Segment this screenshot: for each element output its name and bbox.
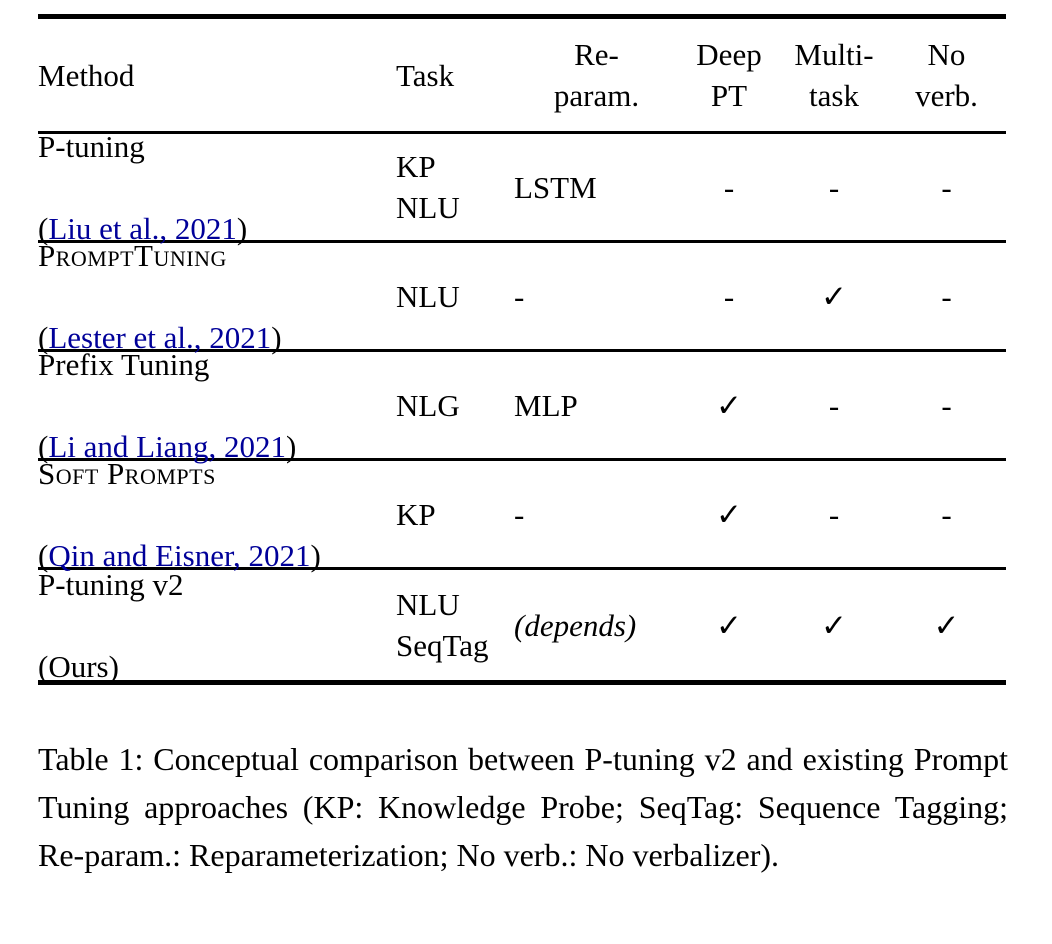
method-name: Soft Prompts — [38, 455, 216, 491]
reparam-cell: MLP — [514, 387, 578, 423]
citation-paren: ( — [38, 210, 49, 246]
table-rule — [38, 458, 1006, 461]
deep-pt-cell: ✓ — [716, 496, 742, 532]
no-verb-cell: ✓ — [933, 607, 960, 643]
table-rule — [38, 131, 1006, 134]
citation-paren: ) — [285, 428, 297, 464]
no-verb-cell: - — [941, 169, 952, 205]
method-citation: (Li and Liang, 2021) — [38, 426, 396, 467]
table-bottom-rule — [38, 680, 1006, 685]
method-citation: (Lester et al., 2021) — [38, 317, 396, 358]
ours-label: (Ours) — [38, 648, 119, 684]
task-cell: KP — [396, 496, 436, 532]
reparam-cell: - — [514, 278, 525, 314]
citation-paren: ( — [38, 428, 49, 464]
method-name: P-tuning — [38, 128, 145, 164]
deep-pt-cell: - — [723, 169, 735, 205]
task-cell: KP NLU — [396, 149, 460, 225]
col-header-task: Task — [396, 57, 455, 93]
table-rule — [38, 567, 1006, 570]
no-verb-cell: - — [941, 278, 952, 314]
col-header-method: Method — [38, 57, 135, 93]
table-row: Prefix Tuning (Li and Liang, 2021) NLG M… — [38, 347, 1006, 464]
citation-link[interactable]: Lester et al., 2021 — [48, 319, 272, 355]
table-top-rule — [38, 14, 1006, 19]
reparam-cell: - — [514, 496, 525, 532]
citation-paren: ( — [38, 537, 49, 573]
col-header-no-verb: No verb. — [915, 37, 978, 113]
no-verb-cell: - — [941, 496, 952, 532]
task-cell: NLU SeqTag — [396, 587, 489, 663]
no-verb-cell: - — [941, 387, 952, 423]
col-header-deep-pt: Deep PT — [696, 37, 762, 113]
table-caption: Table 1: Conceptual comparison between P… — [38, 741, 1008, 873]
citation-link[interactable]: Li and Liang, 2021 — [48, 428, 286, 464]
col-header-reparam: Re- param. — [553, 37, 640, 113]
citation-paren: ) — [271, 319, 282, 355]
task-cell: NLU — [396, 278, 460, 314]
deep-pt-cell: - — [723, 278, 735, 314]
multi-task-cell: ✓ — [821, 278, 847, 314]
table-header-row: Method Task Re- param. Deep PT Multi- ta… — [38, 19, 1006, 131]
method-citation: (Ours) — [38, 646, 396, 687]
reparam-cell: (depends) — [514, 607, 637, 643]
method-cell: P-tuning (Liu et al., 2021) — [38, 85, 396, 290]
method-citation: (Liu et al., 2021) — [38, 208, 396, 249]
reparam-cell: LSTM — [514, 169, 597, 205]
method-cell: PromptTuning (Lester et al., 2021) — [38, 194, 396, 399]
table-row: Soft Prompts (Qin and Eisner, 2021) KP -… — [38, 456, 1006, 573]
multi-task-cell: - — [828, 169, 840, 205]
deep-pt-cell: ✓ — [716, 607, 742, 643]
task-cell: NLG — [396, 387, 460, 423]
citation-paren: ) — [310, 537, 321, 573]
multi-task-cell: - — [828, 387, 840, 423]
deep-pt-cell: ✓ — [716, 387, 742, 423]
citation-paren: ) — [236, 210, 248, 246]
citation-link[interactable]: Qin and Eisner, 2021 — [48, 537, 311, 573]
citation-paren: ( — [38, 319, 49, 355]
table-row: P-tuning v2 (Ours) NLU SeqTag (depends) … — [38, 567, 1006, 684]
method-name: Prefix Tuning — [38, 346, 210, 382]
method-name: PromptTuning — [38, 237, 227, 273]
method-citation: (Qin and Eisner, 2021) — [38, 535, 396, 576]
table-row: P-tuning (Liu et al., 2021) KP NLU LSTM … — [38, 129, 1006, 246]
paper-figure-region: Method Task Re- param. Deep PT Multi- ta… — [38, 14, 1008, 873]
method-cell: Prefix Tuning (Li and Liang, 2021) — [38, 303, 396, 508]
method-name: P-tuning v2 — [38, 566, 184, 602]
table-rule — [38, 349, 1006, 352]
multi-task-cell: ✓ — [821, 607, 847, 643]
citation-link[interactable]: Liu et al., 2021 — [48, 210, 237, 246]
table-rule — [38, 240, 1006, 243]
method-cell: P-tuning v2 (Ours) — [38, 523, 396, 728]
comparison-table: Method Task Re- param. Deep PT Multi- ta… — [38, 14, 1006, 685]
table-row: PromptTuning (Lester et al., 2021) NLU -… — [38, 238, 1006, 355]
method-cell: Soft Prompts (Qin and Eisner, 2021) — [38, 412, 396, 617]
multi-task-cell: - — [828, 496, 840, 532]
col-header-multitask: Multi- task — [794, 37, 874, 113]
